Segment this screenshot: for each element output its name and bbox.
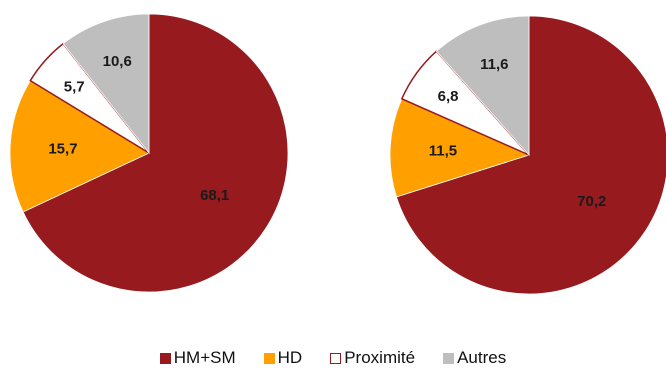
pie1-slice-hm-sm: [22, 13, 289, 293]
legend-label-autres: Autres: [457, 348, 507, 367]
legend-item-hd: HD: [263, 348, 303, 368]
pie1-label-hd: 15,7: [48, 140, 77, 157]
pie-chart-2: 70,2 11,5 6,8 11,6: [389, 15, 666, 295]
legend-label-hd: HD: [277, 348, 303, 367]
legend-label-hm-sm: HM+SM: [173, 348, 236, 367]
legend-swatch-hd: [263, 352, 275, 364]
pie-charts: 68,1 15,7 5,7 10,6 70,2 11,5 6,8 11,6: [9, 13, 666, 295]
legend-item-hm-sm: HM+SM: [159, 348, 236, 368]
pie2-label-proximite: 6,8: [438, 88, 459, 105]
legend: HM+SM HD Proximité Autres: [0, 348, 666, 368]
pie2-label-hd: 11,5: [429, 142, 457, 159]
pie1-label-hm-sm: 68,1: [200, 187, 229, 204]
legend-item-proximite: Proximité: [330, 348, 415, 368]
legend-swatch-proximite: [330, 352, 342, 364]
legend-swatch-autres: [443, 352, 455, 364]
legend-item-autres: Autres: [443, 348, 506, 368]
pie2-slice-hm-sm: [395, 15, 666, 295]
pie2-slice-autres: [435, 15, 530, 157]
pie2-slice-hd: [389, 98, 531, 198]
pie-chart-1: 68,1 15,7 5,7 10,6: [9, 13, 289, 293]
pie2-label-autres: 11,6: [480, 56, 508, 73]
legend-swatch-hm-sm: [159, 352, 171, 364]
pie1-label-autres: 10,6: [103, 53, 132, 70]
legend-label-proximite: Proximité: [344, 348, 416, 367]
pie1-label-proximite: 5,7: [64, 79, 85, 96]
pie2-label-hm-sm: 70,2: [577, 193, 606, 210]
pie1-slice-autres: [62, 13, 150, 155]
pie1-slice-hd: [9, 80, 150, 213]
